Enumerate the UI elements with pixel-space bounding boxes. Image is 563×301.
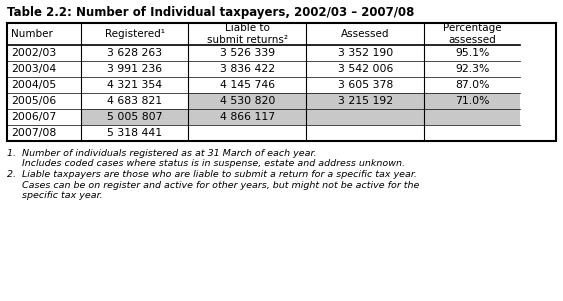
Text: Table 2.2: Number of Individual taxpayers, 2002/03 – 2007/08: Table 2.2: Number of Individual taxpayer…: [7, 6, 414, 19]
Text: 4 321 354: 4 321 354: [107, 80, 162, 90]
Text: Includes coded cases where status is in suspense, estate and address unknown.: Includes coded cases where status is in …: [7, 160, 405, 169]
Text: 2003/04: 2003/04: [11, 64, 56, 74]
Text: Cases can be on register and active for other years, but might not be active for: Cases can be on register and active for …: [7, 181, 419, 190]
Text: Registered¹: Registered¹: [105, 29, 164, 39]
Text: 87.0%: 87.0%: [455, 80, 489, 90]
Text: 3 215 192: 3 215 192: [338, 96, 393, 106]
Text: 5 005 807: 5 005 807: [107, 112, 162, 122]
Bar: [425, 109, 520, 125]
Text: 95.1%: 95.1%: [455, 48, 489, 58]
Bar: [188, 93, 306, 109]
Text: 3 991 236: 3 991 236: [107, 64, 162, 74]
Text: Number: Number: [11, 29, 53, 39]
Bar: [7, 23, 556, 141]
Text: 92.3%: 92.3%: [455, 64, 489, 74]
Text: 4 145 746: 4 145 746: [220, 80, 275, 90]
Text: 3 542 006: 3 542 006: [338, 64, 393, 74]
Text: 4 866 117: 4 866 117: [220, 112, 275, 122]
Bar: [306, 93, 425, 109]
Text: 71.0%: 71.0%: [455, 96, 489, 106]
Text: specific tax year.: specific tax year.: [7, 191, 102, 200]
Text: Percentage
assessed: Percentage assessed: [443, 23, 502, 45]
Text: 3 605 378: 3 605 378: [338, 80, 393, 90]
Text: 3 352 190: 3 352 190: [338, 48, 393, 58]
Text: 2004/05: 2004/05: [11, 80, 56, 90]
Text: 3 628 263: 3 628 263: [107, 48, 162, 58]
Bar: [306, 109, 425, 125]
Text: 2007/08: 2007/08: [11, 128, 56, 138]
Text: 2002/03: 2002/03: [11, 48, 56, 58]
Bar: [425, 93, 520, 109]
Text: 4 530 820: 4 530 820: [220, 96, 275, 106]
Bar: [81, 109, 188, 125]
Bar: [188, 109, 306, 125]
Text: 5 318 441: 5 318 441: [107, 128, 162, 138]
Text: 3 526 339: 3 526 339: [220, 48, 275, 58]
Text: 2.  Liable taxpayers are those who are liable to submit a return for a specific : 2. Liable taxpayers are those who are li…: [7, 170, 417, 179]
Text: 2006/07: 2006/07: [11, 112, 56, 122]
Text: 3 836 422: 3 836 422: [220, 64, 275, 74]
Text: Liable to
submit returns²: Liable to submit returns²: [207, 23, 288, 45]
Text: Assessed: Assessed: [341, 29, 390, 39]
Text: 1.  Number of individuals registered as at 31 March of each year.: 1. Number of individuals registered as a…: [7, 149, 316, 158]
Text: 2005/06: 2005/06: [11, 96, 56, 106]
Text: 4 683 821: 4 683 821: [107, 96, 162, 106]
